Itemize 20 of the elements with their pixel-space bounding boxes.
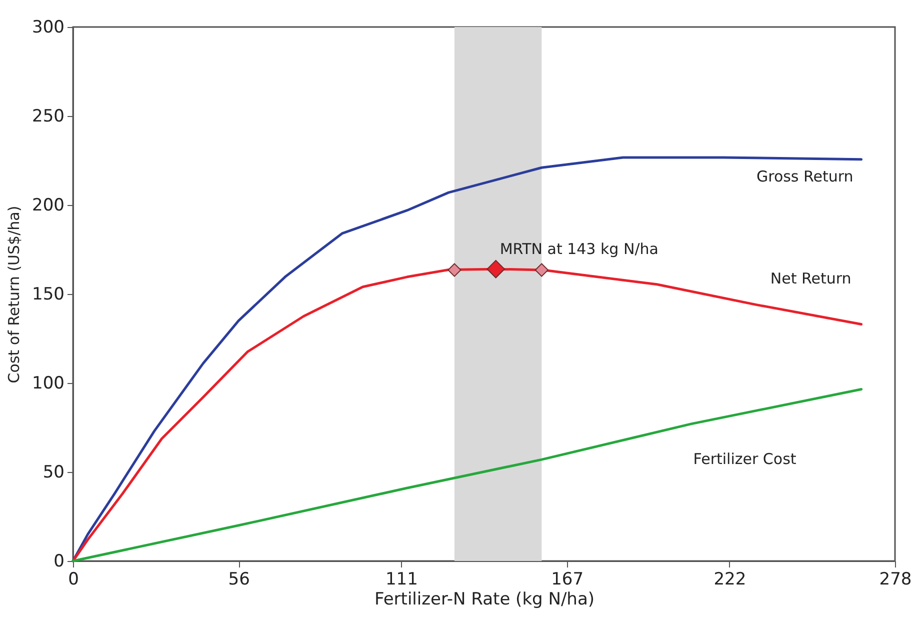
y-tick-label: 150 bbox=[32, 284, 64, 304]
y-tick-label: 200 bbox=[32, 196, 64, 216]
line-series bbox=[72, 388, 863, 562]
x-tick-label: 111 bbox=[385, 570, 418, 590]
series-label: Net Return bbox=[770, 269, 852, 288]
y-tick-label: 0 bbox=[54, 552, 64, 572]
series-label: Fertilizer Cost bbox=[693, 450, 796, 468]
x-tick-label: 56 bbox=[228, 570, 250, 590]
y-tick-label: 250 bbox=[32, 106, 64, 126]
x-tick-label: 278 bbox=[879, 570, 912, 590]
x-tick-label: 0 bbox=[68, 570, 79, 590]
y-tick-label: 300 bbox=[32, 18, 64, 38]
y-tick-label: 100 bbox=[32, 374, 64, 394]
y-tick-label: 50 bbox=[42, 462, 64, 482]
x-tick-label: 167 bbox=[551, 570, 584, 590]
x-tick-label: 222 bbox=[714, 570, 746, 590]
x-axis-title: Fertilizer-N Rate (kg N/ha) bbox=[374, 590, 594, 610]
y-axis-title: Cost of Return (US$/ha) bbox=[5, 206, 24, 384]
series-label: Gross Return bbox=[756, 167, 854, 186]
annotation: MRTN at 143 kg N/ha bbox=[500, 240, 658, 258]
